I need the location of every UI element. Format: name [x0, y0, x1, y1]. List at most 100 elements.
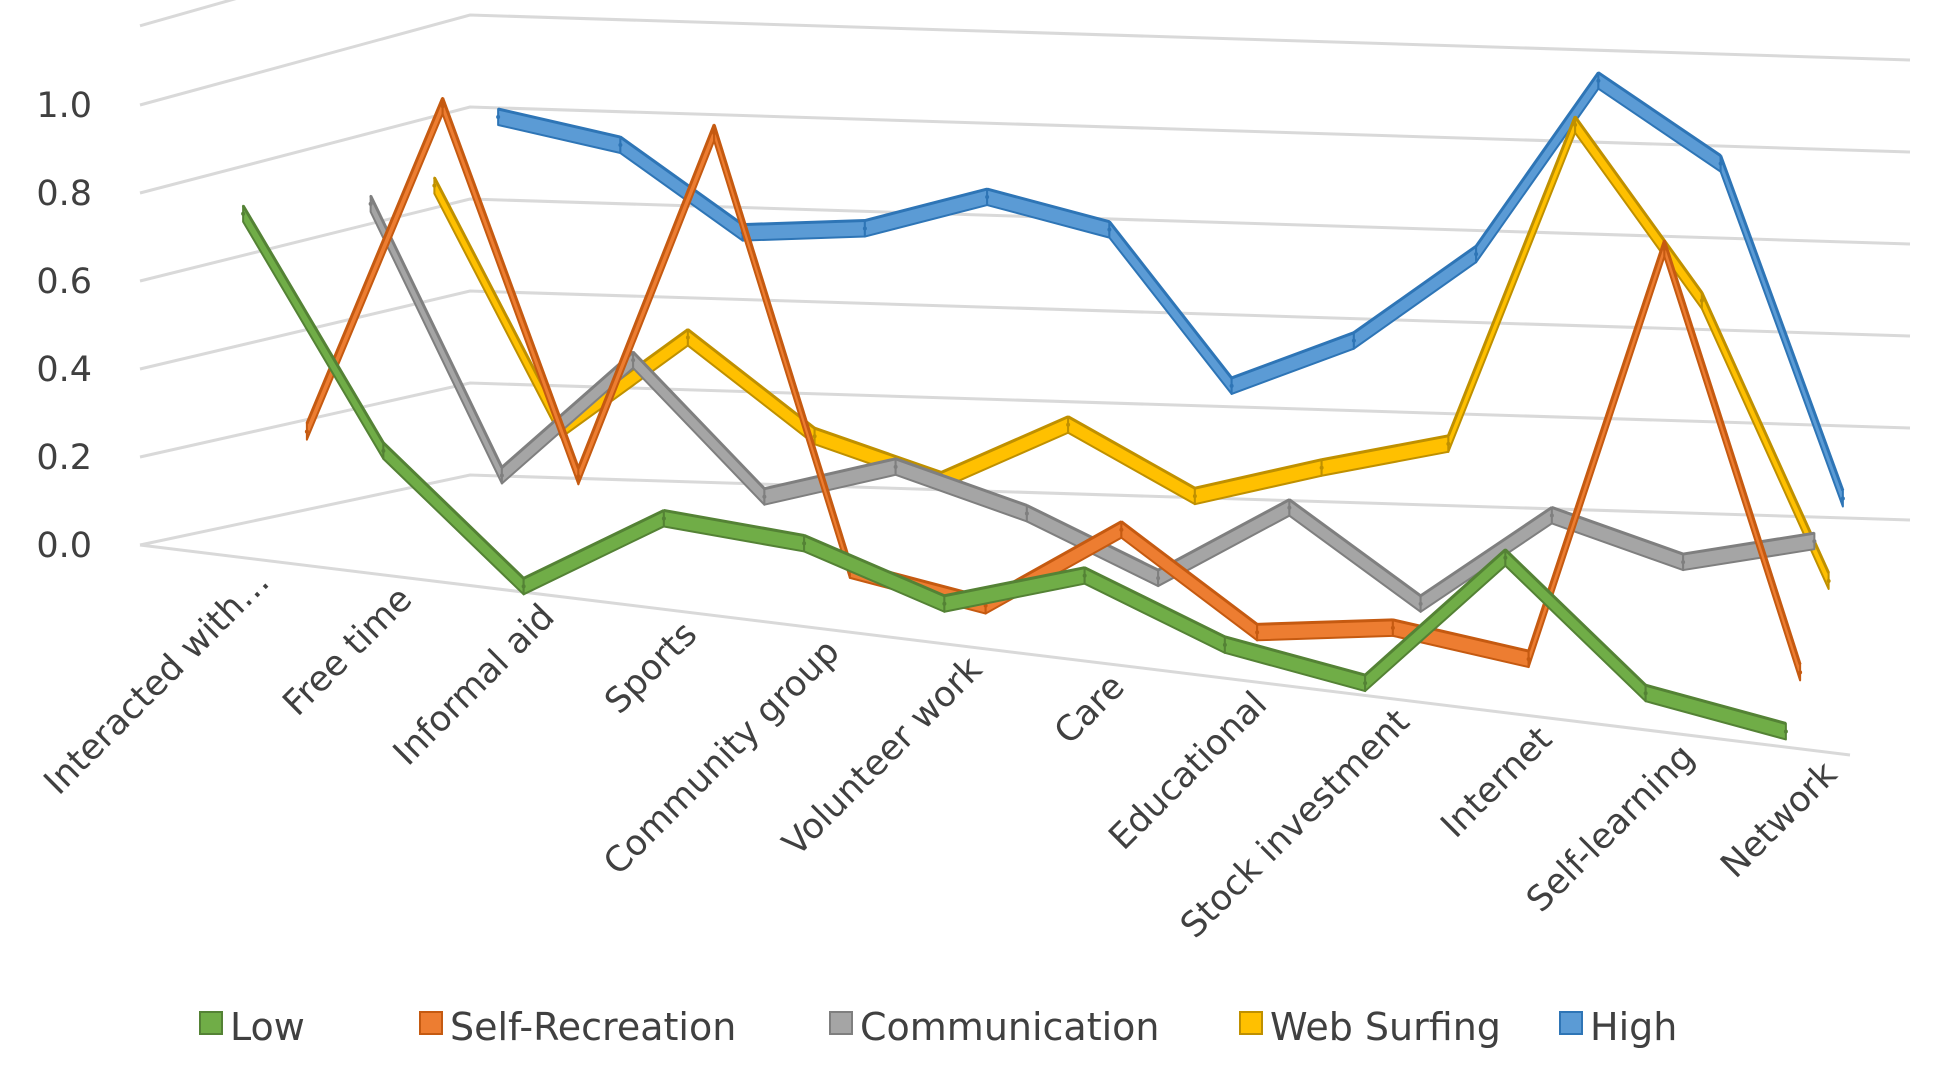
legend-label: Self-Recreation: [450, 1005, 736, 1049]
legend-swatch: [1239, 1011, 1263, 1035]
data-point: [1798, 670, 1803, 675]
series-segment-edge: [1157, 498, 1291, 572]
series-segment-edge: [1321, 434, 1449, 462]
data-point: [521, 584, 526, 589]
series-communication: [368, 194, 1817, 613]
data-point: [1156, 576, 1161, 581]
grid-layer: [139, 0, 1911, 757]
series-segment-edge: [803, 534, 945, 598]
data-point: [985, 195, 990, 200]
data-point: [1812, 539, 1817, 544]
data-point: [1192, 494, 1197, 499]
series-segment-edge: [864, 187, 988, 223]
series-segment-edge: [986, 187, 1110, 224]
data-point: [1474, 252, 1479, 257]
series-segment-edge: [712, 124, 852, 563]
series-segment-edge: [1067, 415, 1196, 490]
x-tick-label: Educational: [1102, 684, 1276, 858]
series-segment-edge: [1224, 635, 1366, 677]
data-point: [1255, 630, 1260, 635]
floor-front-edge: [139, 543, 1851, 757]
data-point: [368, 201, 373, 206]
series-segment-edge: [382, 441, 525, 580]
series-segment-edge: [1257, 618, 1393, 626]
legend-label: High: [1590, 1005, 1677, 1049]
data-point: [1783, 729, 1788, 734]
series-segment: [1223, 635, 1367, 693]
gridline-4: [139, 105, 1911, 195]
series-segment: [1193, 458, 1323, 506]
series-layer: [241, 71, 1845, 741]
series-segment-edge: [1446, 116, 1577, 437]
series-segment-edge: [1662, 240, 1802, 665]
gridline-5: [139, 13, 1911, 107]
data-point: [1319, 465, 1324, 470]
legend-label: Web Surfing: [1270, 1005, 1501, 1049]
y-tick-label: 1.0: [36, 86, 92, 126]
series-segment-edge: [522, 509, 665, 580]
series-segment: [522, 509, 665, 596]
series-segment-edge: [1288, 498, 1422, 598]
legend-label: Low: [230, 1005, 305, 1049]
data-point: [381, 448, 386, 453]
data-point: [1222, 642, 1227, 647]
legend-swatch: [419, 1011, 443, 1035]
legend-swatch: [829, 1011, 853, 1035]
series-segment: [560, 328, 689, 439]
x-tick-label: Interacted with…: [37, 562, 278, 803]
legend-item: Communication: [829, 1005, 1160, 1049]
series-segment-edge: [1364, 548, 1507, 677]
wall-top-edge: [139, 0, 237, 28]
x-tick-label: Sports: [597, 614, 705, 722]
legend-item: Web Surfing: [1239, 1005, 1501, 1049]
series-segment: [1230, 331, 1355, 395]
legend-swatch: [199, 1011, 223, 1035]
x-tick-label: Free time: [276, 579, 421, 724]
series-segment: [1352, 245, 1478, 350]
series-segment: [1504, 548, 1647, 703]
data-point: [1119, 527, 1124, 532]
x-tick-label: Informal aid: [386, 597, 563, 774]
data-point: [1526, 657, 1531, 662]
data-point: [1082, 573, 1087, 578]
series-segment: [1419, 506, 1553, 613]
legend: Low Self-Recreation Communication Web Surfi…: [199, 1005, 1677, 1049]
legend-item: Self-Recreation: [419, 1005, 736, 1049]
series-segment-edge: [1120, 520, 1259, 626]
series-segment-edge: [1719, 155, 1845, 492]
data-point: [1229, 383, 1234, 388]
series-web-surfing: [432, 115, 1831, 590]
data-point: [1418, 601, 1423, 606]
series-segment: [940, 415, 1070, 490]
series-segment-edge: [944, 566, 1085, 598]
series-segment-edge: [1083, 566, 1226, 639]
data-point: [1390, 625, 1395, 630]
data-point: [1287, 505, 1292, 510]
data-point: [1573, 122, 1578, 127]
series-segment-edge: [742, 219, 865, 227]
series-segment-edge: [441, 97, 580, 469]
data-point: [812, 434, 817, 439]
data-point: [1643, 691, 1648, 696]
series-segment-edge: [1194, 458, 1322, 490]
data-point: [893, 464, 898, 469]
series-segment: [497, 108, 622, 155]
series-segment-edge: [1504, 548, 1647, 687]
series-high: [496, 71, 1845, 508]
data-point: [576, 474, 581, 479]
series-segment-edge: [576, 124, 716, 469]
series-segment: [943, 566, 1086, 613]
series-segment-edge: [632, 351, 766, 490]
x-tick-label: Network: [1713, 754, 1845, 886]
y-tick-label: 0.4: [36, 350, 92, 390]
series-segment-edge: [1700, 292, 1830, 574]
legend-item: Low: [199, 1005, 305, 1049]
data-point: [1503, 555, 1508, 560]
series-segment-edge: [1108, 220, 1233, 379]
gridline-3: [139, 197, 1911, 283]
data-point: [496, 115, 501, 120]
data-point: [499, 473, 504, 478]
data-point: [304, 429, 309, 434]
legend-swatch: [1559, 1011, 1583, 1035]
